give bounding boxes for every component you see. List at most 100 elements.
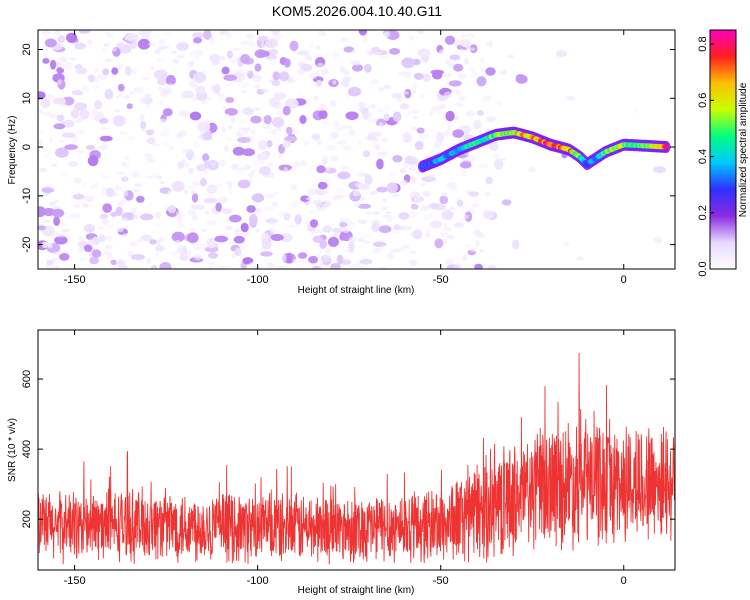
spectrogram-noise-blob <box>193 246 202 250</box>
spectrogram-noise-blob <box>78 236 85 242</box>
spectrogram-noise-blob <box>348 86 362 97</box>
chart-title: KOM5.2026.004.10.40.G11 <box>272 3 442 19</box>
spectrogram-noise-blob <box>203 119 211 123</box>
spectrogram-noise-blob <box>361 233 371 239</box>
spectrogram-noise-blob <box>42 58 50 64</box>
spectrogram-noise-blob <box>444 73 452 78</box>
spectrogram-noise-blob <box>53 123 66 130</box>
spectrogram-noise-blob <box>474 240 480 247</box>
spectrogram-noise-blob <box>279 71 290 82</box>
spectrogram-noise-blob <box>86 145 96 150</box>
spectrogram-noise-blob <box>50 264 60 269</box>
spectrogram-noise-blob <box>252 74 263 82</box>
spectrogram-noise-blob <box>99 213 109 220</box>
spectrogram-noise-blob <box>87 238 98 246</box>
spectrogram-noise-blob <box>423 213 433 221</box>
spectrogram-noise-blob <box>81 182 87 188</box>
spectrogram-noise-blob <box>283 212 291 221</box>
spectrogram-noise-blob <box>156 100 164 105</box>
spectrogram-noise-blob <box>337 140 346 145</box>
spectrogram-noise-blob <box>357 203 371 209</box>
spectrogram-noise-blob <box>221 208 233 215</box>
spectrogram-noise-blob <box>309 219 319 228</box>
spectrogram-noise-blob <box>92 84 101 90</box>
spectrogram-noise-blob <box>460 39 471 48</box>
spectrogram-noise-blob <box>219 159 226 166</box>
spectrogram-noise-blob <box>201 228 208 232</box>
spectrogram-noise-blob <box>240 53 251 64</box>
spectrogram-noise-blob <box>176 216 184 223</box>
spectrogram-noise-blob <box>464 214 469 219</box>
spectrogram-noise-blob <box>157 58 165 63</box>
spectrogram-noise-blob <box>434 140 443 147</box>
spectrogram-noise-blob <box>245 249 250 254</box>
spectrogram-noise-blob <box>208 266 213 269</box>
spectrogram-noise-blob <box>122 190 129 197</box>
spectrogram-noise-blob <box>435 131 445 142</box>
spectrogram-noise-blob <box>284 58 291 68</box>
spectrogram-noise-blob <box>461 168 468 176</box>
spectrogram-noise-blob <box>293 161 302 168</box>
spectrogram-noise-blob <box>439 49 444 56</box>
spectrogram-noise-blob <box>389 171 397 177</box>
spectrogram-noise-blob <box>411 211 419 217</box>
spectrogram-noise-blob <box>250 41 256 49</box>
spectrogram-noise-blob <box>197 121 211 133</box>
spectrogram-noise-blob <box>371 136 378 144</box>
spectrogram-noise-blob <box>453 63 464 72</box>
y-tick-label: 20 <box>21 43 33 55</box>
spectrogram-noise-blob <box>260 251 273 257</box>
spectrogram-noise-blob <box>336 254 344 265</box>
spectrogram-noise-blob <box>235 131 244 138</box>
spectrogram-noise-blob <box>95 145 102 150</box>
spectrogram-noise-blob <box>309 230 319 234</box>
spectrogram-noise-blob <box>331 232 341 237</box>
spectrogram-noise-blob <box>99 144 108 151</box>
spectrogram-noise-blob <box>402 132 412 144</box>
spectrogram-noise-blob <box>206 184 218 194</box>
spectrogram-noise-blob <box>42 219 51 224</box>
spectrogram-noise-blob <box>98 234 106 243</box>
spectrogram-noise-blob <box>411 89 417 94</box>
spectrogram-noise-blob <box>71 161 80 168</box>
spectrogram-noise-blob <box>377 107 385 113</box>
spectrogram-noise-blob <box>276 110 284 116</box>
spectrogram-noise-blob <box>155 223 161 228</box>
x-tick-label: -150 <box>64 575 86 587</box>
spectrogram-noise-blob <box>315 45 321 50</box>
spectrogram-noise-blob <box>79 109 90 120</box>
spectrogram-noise-blob <box>400 179 409 187</box>
spectrogram-noise-blob <box>459 161 472 169</box>
spectrogram-noise-blob <box>105 187 115 198</box>
spectrogram-noise-blob <box>264 206 274 212</box>
spectrogram-noise-blob <box>467 155 477 162</box>
spectrogram-noise-blob <box>265 218 278 224</box>
colorbar-tick-label: 0.4 <box>697 149 709 164</box>
spectrogram-noise-blob <box>652 166 667 174</box>
spectrogram-noise-blob <box>162 108 173 117</box>
spectrogram-noise-blob <box>408 259 418 266</box>
spectrogram-noise-blob <box>124 66 132 76</box>
spectrogram-noise-blob <box>455 102 464 107</box>
spectrogram-noise-blob <box>478 163 489 169</box>
spectrogram-noise-blob <box>384 104 391 111</box>
spectrogram-noise-blob <box>499 69 508 75</box>
spectrogram-noise-blob <box>225 97 235 103</box>
spectrogram-noise-blob <box>300 63 313 72</box>
spectrogram-noise-blob <box>38 108 43 115</box>
spectrogram-noise-blob <box>56 114 65 122</box>
spectrogram-noise-blob <box>466 110 475 117</box>
spectrogram-noise-blob <box>393 224 400 231</box>
spectrogram-noise-blob <box>330 263 341 269</box>
spectrogram-noise-blob <box>96 111 105 119</box>
spectrogram-noise-blob <box>399 168 406 174</box>
spectrogram-noise-blob <box>116 42 124 49</box>
spectrogram-noise-blob <box>286 253 293 264</box>
spectrogram-noise-blob <box>508 54 514 58</box>
spectrogram-noise-blob <box>112 265 118 269</box>
spectrogram-noise-blob <box>157 87 164 92</box>
spectrogram-noise-blob <box>448 80 462 87</box>
spectrogram-noise-blob <box>207 261 215 265</box>
spectrogram-noise-blob <box>297 50 309 56</box>
spectrogram-noise-blob <box>343 182 348 187</box>
